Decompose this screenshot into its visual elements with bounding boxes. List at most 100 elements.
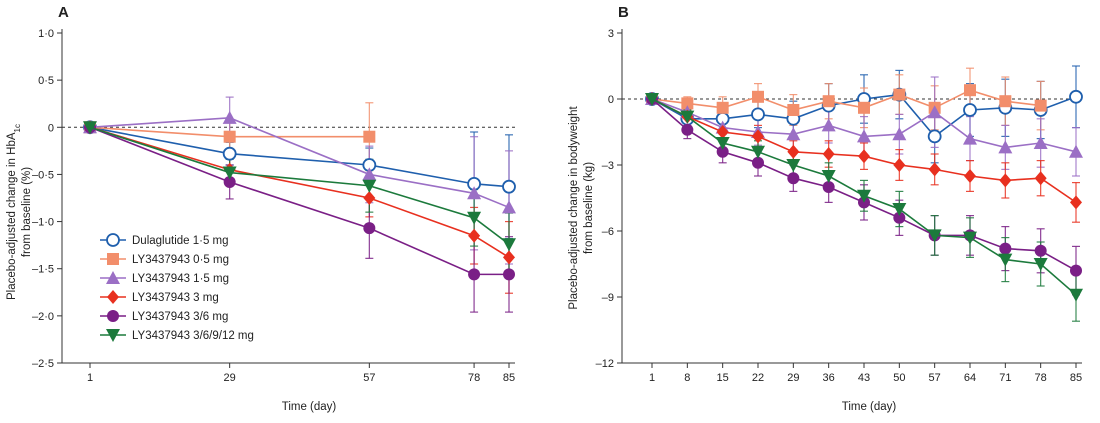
panel-b-x-tick-label: 15 (717, 372, 729, 384)
panel-a-series-1-point (363, 130, 376, 143)
panel-a-series-5-point (362, 179, 377, 193)
panel-a-y-tick-label: 0·5 (38, 75, 54, 87)
panel-a-series-5-point (222, 166, 237, 180)
panel-b-series-0-point (927, 129, 942, 144)
panel-b-x-tick-label: 57 (929, 372, 941, 384)
panel-b-series-5-point (786, 159, 801, 172)
panel-a-y-tick-label: –2·5 (32, 358, 54, 370)
panel-b-series-4-point (752, 156, 764, 169)
panel-a-y-tick-label: –2·0 (32, 311, 54, 323)
panel-b-series-4-point (822, 181, 835, 193)
panel-a-series-2-point (222, 110, 237, 124)
panel-a-y-tick-label: 0 (48, 122, 54, 134)
panel-b-series-3-point (1034, 171, 1047, 186)
panel-b-y-tick-label: 3 (608, 28, 614, 40)
panel-b-y-label-line2: from baseline (kg) (583, 162, 595, 254)
panel-a-series-2-point (502, 200, 516, 214)
legend-marker-4 (107, 310, 119, 322)
panel-a-series-3-point (468, 228, 481, 243)
panel-a-series-0-point (502, 179, 516, 194)
panel-b-series-4-point (893, 211, 906, 224)
panel-b-series-2-point (821, 118, 836, 132)
panel-a-letter: A (58, 4, 69, 21)
panel-b-series-3-point (893, 158, 906, 172)
legend-label-0: Dulaglutide 1·5 mg (132, 235, 229, 247)
panel-b-series-3-point (1070, 195, 1082, 210)
panel-b-series-0-point (1069, 89, 1083, 104)
panel-b-x-tick-label: 22 (752, 372, 764, 384)
panel-b-series-1-point (752, 90, 764, 103)
panel-b-series-1-point (822, 95, 835, 108)
panel-b-series-2-point (1033, 136, 1048, 149)
panel-a-series-5-point (83, 121, 97, 135)
panel-b-series-5-point (857, 189, 871, 203)
panel-a-y-label-main: Placebo-adjusted change in HbA (6, 132, 18, 300)
panel-b-x-tick-label: 50 (893, 372, 905, 384)
panel-a-series-4-point (503, 268, 515, 281)
panel-b-series-2-point (998, 140, 1013, 154)
panel-b-series-5-point (751, 145, 765, 159)
panel-b-series-5-point (927, 229, 942, 243)
panel-b-x-tick-label: 8 (684, 372, 690, 384)
panel-a-series-5-line (89, 126, 510, 245)
panel-b-series-3-point (822, 147, 835, 161)
legend-label-3: LY3437943 3 mg (132, 292, 219, 304)
panel-b-series-2-point (892, 127, 907, 141)
panel-b-y-tick-label: –12 (596, 358, 614, 370)
panel-b-x-tick-label: 85 (1070, 372, 1082, 384)
panel-b-series-1-point (681, 97, 694, 110)
panel-b-series-5-point (645, 93, 659, 106)
panel-a-y-tick-label: 1·0 (38, 28, 54, 40)
panel-b-series-3-point (787, 144, 800, 159)
panel-a-series-1-point (223, 130, 236, 143)
panel-b-series-4-point (681, 123, 694, 136)
panel-b-series-5-point (821, 170, 836, 183)
panel-b-series-3-point (999, 173, 1012, 188)
panel-a-y-tick-label: –0·5 (32, 169, 54, 181)
panel-b-series-1-point (999, 95, 1012, 108)
panel-b-series-2-point (1069, 144, 1083, 158)
panel-b-series-1-point (893, 88, 906, 101)
panel-a-y-label-sub: 1c (13, 124, 22, 132)
panel-b-series-3-point (752, 129, 764, 144)
panel-a-x-tick-label: 1 (87, 372, 93, 384)
panel-a-series-2-point (467, 186, 482, 200)
panel-b-x-tick-label: 29 (787, 372, 799, 384)
panel-b-y-tick-label: 0 (608, 94, 614, 106)
panel-a-series-0-point (222, 146, 237, 161)
panel-b-x-tick-label: 1 (649, 372, 655, 384)
panel-a-y-label-line1: Placebo-adjusted change in HbA1c (6, 124, 22, 300)
panel-b-series-3-point (858, 149, 870, 164)
panel-b-series-2-point (857, 129, 871, 143)
panel-a-series-4-point (363, 222, 376, 235)
panel-b-series-0-point (751, 107, 765, 122)
panel-a: A Placebo-adjusted change in HbA1c from … (6, 4, 516, 413)
panel-a-series-5-point (467, 211, 482, 225)
legend-marker-0 (106, 233, 120, 247)
panel-b-series-3-point (964, 169, 976, 183)
panel-b-series-5-point (1069, 288, 1083, 302)
panel-a-y-tick-label: –1·0 (32, 217, 54, 229)
legend-marker-2 (106, 271, 120, 284)
panel-b-series-3-point (928, 162, 941, 177)
panel-b-series-3-point (716, 125, 729, 139)
panel-b-series-5-point (1033, 258, 1048, 271)
panel-b-series-2-point (786, 127, 801, 141)
panel-b-x-label: Time (day) (842, 401, 897, 413)
panel-b-y-label-line1: Placebo-adjusted change in bodyweight (568, 106, 580, 310)
panel-a-series-3-point (363, 191, 376, 205)
panel-b-series-2-point (963, 131, 977, 145)
panel-b-series-1-point (1034, 99, 1047, 112)
panel-b-series-1-line (651, 89, 1041, 111)
panel-b-series-1-point (787, 104, 800, 116)
legend-marker-3 (107, 290, 119, 304)
legend-label-4: LY3437943 3/6 mg (132, 311, 228, 323)
panel-b-x-tick-label: 78 (1035, 372, 1047, 384)
panel-b-series-4-point (1034, 244, 1047, 257)
legend-label-2: LY3437943 1·5 mg (132, 273, 229, 285)
panel-a-series-5-point (502, 238, 516, 252)
panel-b-series-1-point (716, 101, 729, 114)
panel-b-series-1-point (964, 84, 976, 97)
panel-a-series-2-point (362, 167, 377, 181)
panel-b-x-tick-label: 36 (823, 372, 835, 384)
